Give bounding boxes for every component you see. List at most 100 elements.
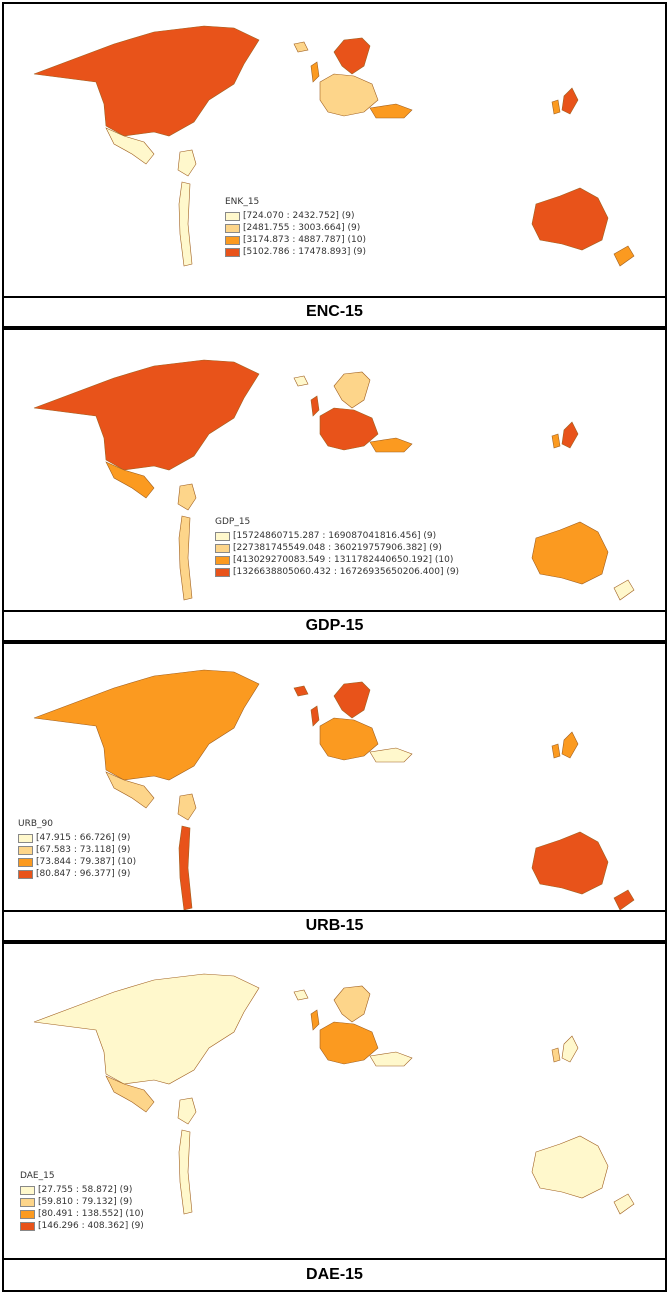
legend-label: [2481.755 : 3003.664] (9): [243, 222, 361, 233]
region-iceland: [293, 41, 309, 53]
region-europe-main: [319, 73, 379, 117]
region-uk: [310, 705, 320, 727]
region-australia: [531, 521, 609, 585]
choropleth-map: [33, 973, 635, 1215]
legend-swatch: [18, 857, 33, 867]
legend-label: [227381745549.048 : 360219757906.382] (9…: [233, 542, 442, 553]
region-mexico: [105, 127, 155, 165]
map-panel-dae: DAE_15 [27.755 : 58.872] (9) [59.810 : 7…: [2, 942, 667, 1260]
legend-swatch: [18, 845, 33, 855]
region-korea: [551, 99, 561, 115]
legend-label: [5102.786 : 17478.893] (9): [243, 246, 366, 257]
region-mexico: [105, 771, 155, 809]
legend-swatch: [225, 223, 240, 233]
region-australia: [531, 1135, 609, 1199]
map-legend: ENK_15 [724.070 : 2432.752] (9) [2481.75…: [225, 198, 366, 258]
region-iceland: [293, 685, 309, 697]
legend-swatch: [215, 567, 230, 577]
region-colombia: [177, 1097, 197, 1125]
region-japan: [561, 731, 579, 759]
region-japan: [561, 87, 579, 115]
legend-swatch: [215, 531, 230, 541]
region-uk: [310, 61, 320, 83]
region-scandinavia: [333, 985, 371, 1023]
region-scandinavia: [333, 371, 371, 409]
region-colombia: [177, 483, 197, 511]
map-layer: [33, 669, 635, 910]
map-legend: GDP_15 [15724860715.287 : 169087041816.4…: [215, 518, 459, 578]
map-layer: [33, 25, 635, 267]
region-japan: [561, 421, 579, 449]
legend-item: [80.847 : 96.377] (9): [18, 868, 136, 880]
region-chile: [178, 1129, 193, 1215]
legend-item: [27.755 : 58.872] (9): [20, 1184, 144, 1196]
legend-swatch: [18, 869, 33, 879]
legend-label: [73.844 : 79.387] (10): [36, 856, 137, 867]
region-iceland: [293, 989, 309, 1001]
region-chile: [178, 825, 193, 910]
region-australia: [531, 187, 609, 251]
region-scandinavia: [333, 681, 371, 719]
map-panel-urb: URB_90 [47.915 : 66.726] (9) [67.583 : 7…: [2, 642, 667, 912]
legend-label: [59.810 : 79.132] (9): [38, 1196, 133, 1207]
legend-swatch: [215, 543, 230, 553]
legend-item: [73.844 : 79.387] (10): [18, 856, 136, 868]
choropleth-map: [33, 669, 635, 910]
legend-swatch: [18, 833, 33, 843]
map-legend: URB_90 [47.915 : 66.726] (9) [67.583 : 7…: [18, 820, 136, 880]
legend-label: [1326638805060.432 : 16726935650206.400]…: [233, 566, 460, 577]
region-chile: [178, 515, 193, 601]
region-north-america: [33, 973, 260, 1085]
legend-label: [67.583 : 73.118] (9): [36, 844, 131, 855]
legend-swatch: [225, 211, 240, 221]
map-panel-enc: ENK_15 [724.070 : 2432.752] (9) [2481.75…: [2, 2, 667, 298]
panel-caption: ENC-15: [2, 296, 667, 328]
region-uk: [310, 1009, 320, 1031]
legend-label: [413029270083.549 : 1311782440650.192] (…: [233, 554, 454, 565]
map-legend: DAE_15 [27.755 : 58.872] (9) [59.810 : 7…: [20, 1172, 144, 1232]
region-north-america: [33, 25, 260, 137]
legend-item: [67.583 : 73.118] (9): [18, 844, 136, 856]
region-colombia: [177, 149, 197, 177]
region-europe-main: [319, 407, 379, 451]
legend-item: [227381745549.048 : 360219757906.382] (9…: [215, 542, 459, 554]
map-layer: [33, 973, 635, 1215]
region-turkey: [369, 1051, 413, 1067]
region-new-zealand: [613, 1193, 635, 1215]
legend-label: [27.755 : 58.872] (9): [38, 1184, 133, 1195]
region-colombia: [177, 793, 197, 821]
region-new-zealand: [613, 579, 635, 601]
region-north-america: [33, 669, 260, 781]
legend-swatch: [20, 1209, 35, 1219]
legend-title: URB_90: [18, 819, 53, 829]
legend-item: [59.810 : 79.132] (9): [20, 1196, 144, 1208]
legend-swatch: [20, 1185, 35, 1195]
legend-item: [3174.873 : 4887.787] (10): [225, 234, 366, 246]
legend-swatch: [225, 247, 240, 257]
legend-label: [80.491 : 138.552] (10): [38, 1208, 144, 1219]
legend-item: [1326638805060.432 : 16726935650206.400]…: [215, 566, 459, 578]
region-korea: [551, 433, 561, 449]
legend-label: [146.296 : 408.362] (9): [38, 1220, 144, 1231]
region-mexico: [105, 461, 155, 499]
legend-swatch: [225, 235, 240, 245]
region-europe-main: [319, 717, 379, 761]
legend-item: [5102.786 : 17478.893] (9): [225, 246, 366, 258]
legend-swatch: [20, 1197, 35, 1207]
legend-swatch: [20, 1221, 35, 1231]
region-iceland: [293, 375, 309, 387]
legend-label: [724.070 : 2432.752] (9): [243, 210, 355, 221]
region-turkey: [369, 437, 413, 453]
legend-swatch: [215, 555, 230, 565]
legend-title: GDP_15: [215, 517, 251, 527]
region-north-america: [33, 359, 260, 471]
legend-item: [413029270083.549 : 1311782440650.192] (…: [215, 554, 459, 566]
legend-item: [47.915 : 66.726] (9): [18, 832, 136, 844]
panel-caption: DAE-15: [2, 1258, 667, 1292]
region-scandinavia: [333, 37, 371, 75]
legend-item: [146.296 : 408.362] (9): [20, 1220, 144, 1232]
region-korea: [551, 1047, 561, 1063]
region-australia: [531, 831, 609, 895]
region-mexico: [105, 1075, 155, 1113]
region-japan: [561, 1035, 579, 1063]
